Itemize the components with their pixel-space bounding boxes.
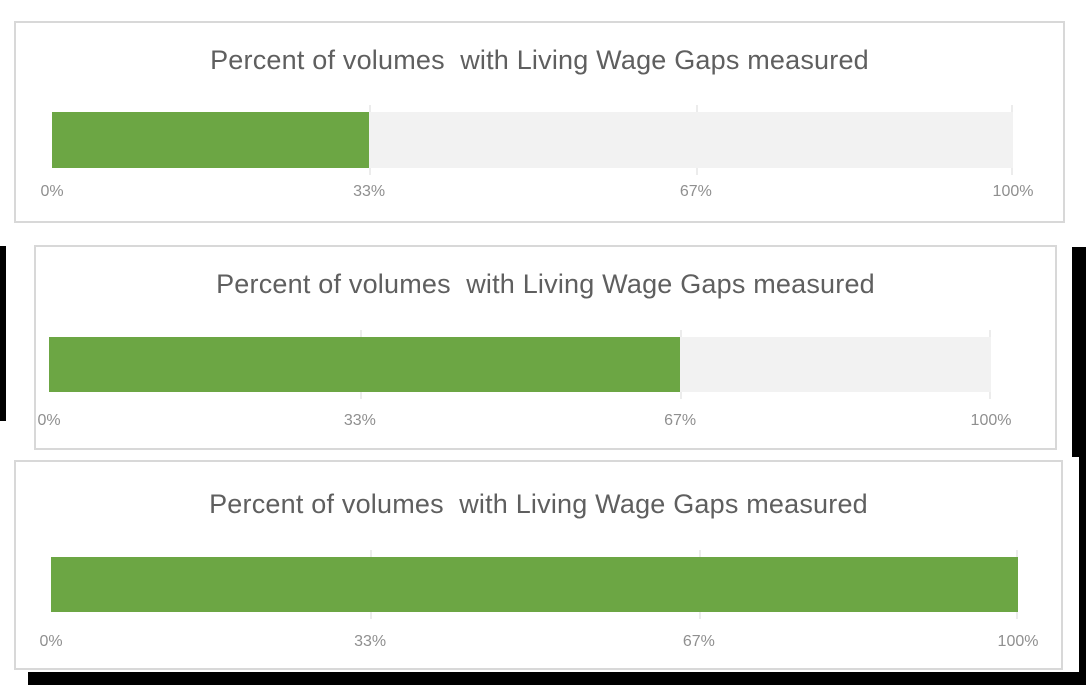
axis-tick-label-33: 33% — [343, 412, 376, 429]
plot-area — [49, 330, 991, 399]
axis-tick-label-67: 67% — [664, 412, 697, 429]
axis-tick-label-100: 100% — [992, 183, 1034, 200]
backdrop-black-strip-right-lower — [1079, 456, 1086, 685]
progress-bar — [51, 557, 1018, 612]
axis-tick-label-0: 0% — [39, 633, 63, 650]
x-axis: 0% 33% 67% 100% — [40, 183, 1033, 203]
chart-panel-2: Percent of volumes with Living Wage Gaps… — [34, 245, 1057, 450]
axis-tick-label-0: 0% — [40, 183, 64, 200]
axis-tick-label-100: 100% — [997, 633, 1039, 650]
backdrop-black-strip-left — [0, 246, 6, 421]
progress-bar — [52, 112, 370, 168]
x-axis: 0% 33% 67% 100% — [37, 412, 1011, 432]
backdrop-black-strip-bottom — [28, 672, 1086, 685]
chart-panel-1: Percent of volumes with Living Wage Gaps… — [14, 21, 1065, 223]
axis-tick-label-100: 100% — [970, 412, 1012, 429]
backdrop-black-strip-right-upper — [1072, 247, 1086, 457]
axis-tick-label-67: 67% — [679, 183, 712, 200]
plot-area — [51, 550, 1018, 619]
axis-tick-label-33: 33% — [354, 633, 387, 650]
chart-title: Percent of volumes with Living Wage Gaps… — [216, 269, 875, 299]
chart-title: Percent of volumes with Living Wage Gaps… — [209, 489, 868, 519]
chart-title: Percent of volumes with Living Wage Gaps… — [210, 45, 869, 75]
plot-area — [52, 105, 1013, 175]
axis-tick-label-67: 67% — [682, 633, 715, 650]
progress-bar — [49, 337, 681, 392]
chart-panel-3: Percent of volumes with Living Wage Gaps… — [14, 460, 1063, 670]
axis-tick-label-33: 33% — [353, 183, 386, 200]
axis-tick-label-0: 0% — [37, 412, 61, 429]
x-axis: 0% 33% 67% 100% — [39, 633, 1038, 653]
